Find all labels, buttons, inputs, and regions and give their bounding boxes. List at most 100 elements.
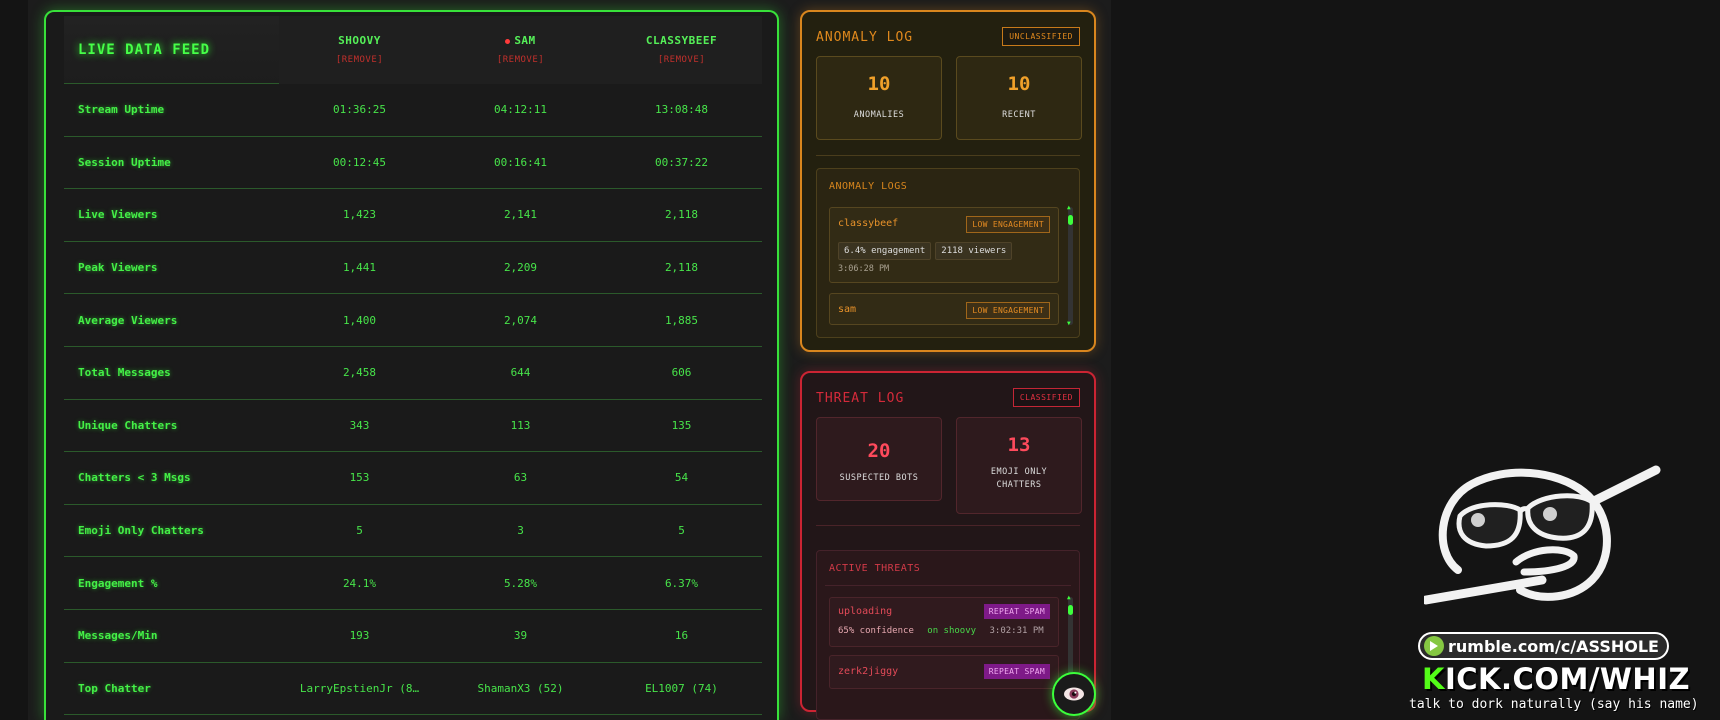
- column-header-sam: SAM [REMOVE]: [440, 15, 601, 84]
- threat-entry-meta: 65% confidence on shoovy 3:02:31 PM: [838, 626, 1044, 636]
- row-label: Live Viewers: [78, 208, 158, 222]
- tagline: talk to dork naturally (say his name): [1409, 697, 1699, 712]
- row-label: Session Uptime: [78, 155, 171, 169]
- emoji-only-count: 13: [1007, 434, 1031, 456]
- live-data-feed-panel: LIVE DATA FEED SHOOVY [REMOVE] SAM [REMO…: [44, 10, 779, 720]
- threat-log-panel: THREAT LOG CLASSIFIED 20 SUSPECTED BOTS …: [800, 371, 1096, 720]
- table-row: Chatters < 3 Msgs 153 63 54: [64, 452, 762, 505]
- repeat-spam-tag: REPEAT SPAM: [983, 664, 1050, 679]
- row-value-shoovy: 5: [356, 524, 363, 538]
- anomaly-log-panel: ANOMALY LOG UNCLASSIFIED 10 ANOMALIES 10…: [800, 10, 1096, 352]
- scroll-down-icon[interactable]: ▼: [1067, 320, 1071, 327]
- row-value-shoovy: 00:12:45: [333, 155, 386, 169]
- table-row: Total Messages 2,458 644 606: [64, 347, 762, 400]
- rumble-logo-icon: [1424, 636, 1444, 656]
- remove-shoovy-button[interactable]: [REMOVE]: [335, 55, 384, 65]
- active-threats-box: ACTIVE THREATS uploading REPEAT SPAM 65%…: [816, 550, 1080, 720]
- suspected-bots-label: SUSPECTED BOTS: [839, 473, 919, 483]
- anomalies-count: 10: [867, 73, 891, 95]
- row-value-classybeef: 2,118: [664, 208, 699, 222]
- suspected-bots-count: 20: [867, 440, 891, 462]
- scroll-up-icon[interactable]: ▲: [1067, 594, 1071, 601]
- anomaly-entry-user: sam: [838, 304, 857, 315]
- threat-entry[interactable]: uploading REPEAT SPAM 65% confidence on …: [829, 597, 1059, 647]
- anomaly-entry-user: classybeef: [838, 218, 899, 229]
- row-value-classybeef: 13:08:48: [655, 103, 708, 117]
- active-threats-title: ACTIVE THREATS: [829, 563, 921, 574]
- emoji-only-stat-card: 13 EMOJI ONLY CHATTERS: [956, 417, 1082, 514]
- row-value-sam: 2,141: [503, 208, 538, 222]
- row-value-sam: 5.28%: [503, 576, 538, 590]
- remove-sam-button[interactable]: [REMOVE]: [496, 55, 545, 65]
- row-value-sam: 2,074: [503, 313, 538, 327]
- row-value-sam: 39: [513, 629, 528, 643]
- row-value-sam: 2,209: [503, 261, 538, 275]
- classified-badge[interactable]: CLASSIFIED: [1012, 388, 1080, 407]
- row-label: Chatters < 3 Msgs: [78, 471, 191, 485]
- row-value-classybeef: 54: [674, 471, 689, 485]
- threat-confidence: 65% confidence: [838, 626, 914, 636]
- recent-stat-card: 10 RECENT: [956, 56, 1082, 140]
- anomaly-entry[interactable]: sam LOW ENGAGEMENT: [829, 293, 1059, 325]
- feed-header-row: LIVE DATA FEED SHOOVY [REMOVE] SAM [REMO…: [64, 15, 762, 84]
- unclassified-badge[interactable]: UNCLASSIFIED: [1002, 27, 1080, 46]
- row-value-sam: 00:16:41: [494, 155, 547, 169]
- row-label: Average Viewers: [78, 313, 178, 327]
- row-value-sam: ShamanX3 (52): [477, 681, 564, 695]
- scroll-thumb[interactable]: [1068, 215, 1073, 225]
- sunglasses-face-icon: [1424, 465, 1661, 605]
- remove-classybeef-button[interactable]: [REMOVE]: [657, 55, 706, 65]
- row-label: Unique Chatters: [78, 418, 178, 432]
- row-value-shoovy: 1,423: [342, 208, 377, 222]
- row-value-classybeef: EL1007 (74): [645, 681, 718, 695]
- row-label: Stream Uptime: [78, 103, 165, 117]
- threat-channel: on shoovy: [927, 626, 977, 636]
- table-row: Emoji Only Chatters 5 3 5: [64, 505, 762, 558]
- row-value-classybeef: 5: [678, 524, 685, 538]
- suspected-bots-stat-card: 20 SUSPECTED BOTS: [816, 417, 942, 501]
- row-value-shoovy: 1,441: [342, 261, 377, 275]
- scroll-thumb[interactable]: [1068, 605, 1073, 615]
- anomaly-logs-box: ANOMALY LOGS classybeef LOW ENGAGEMENT 6…: [816, 168, 1080, 338]
- row-label: Engagement %: [78, 576, 158, 590]
- row-value-classybeef: 606: [671, 366, 692, 380]
- row-value-shoovy: 193: [349, 629, 370, 643]
- anomaly-entry[interactable]: classybeef LOW ENGAGEMENT 6.4% engagemen…: [829, 207, 1059, 283]
- rumble-link[interactable]: rumble.com/c/ASSHOLE: [1418, 632, 1669, 660]
- feed-table: LIVE DATA FEED SHOOVY [REMOVE] SAM [REMO…: [64, 15, 762, 716]
- row-value-sam: 644: [510, 366, 531, 380]
- viewers-chip: 2118 viewers: [935, 242, 1013, 260]
- table-row: Session Uptime 00:12:45 00:16:41 00:37:22: [64, 137, 762, 190]
- recent-count: 10: [1007, 73, 1031, 95]
- row-value-shoovy: 2,458: [342, 366, 377, 380]
- kick-url: ICK.COM/WHIZ: [1444, 662, 1691, 696]
- row-value-shoovy: 01:36:25: [333, 103, 386, 117]
- column-name: CLASSYBEEF: [645, 34, 718, 47]
- anomaly-logs-title: ANOMALY LOGS: [829, 181, 908, 192]
- row-label: Messages/Min: [78, 629, 158, 643]
- threat-log-title: THREAT LOG: [816, 391, 905, 406]
- anomaly-scrollbar[interactable]: ▲ ▼: [1067, 204, 1073, 327]
- row-value-classybeef: 2,118: [664, 261, 699, 275]
- scroll-up-icon[interactable]: ▲: [1067, 204, 1071, 211]
- row-value-shoovy: 24.1%: [342, 576, 377, 590]
- eye-toggle-button[interactable]: [1052, 672, 1096, 716]
- row-value-shoovy: 1,400: [342, 313, 377, 327]
- threat-entry[interactable]: zerk2jiggy REPEAT SPAM: [829, 655, 1059, 689]
- column-name: SHOOVY: [338, 34, 381, 47]
- row-value-shoovy: 153: [349, 471, 370, 485]
- row-label: Total Messages: [78, 366, 171, 380]
- column-name: SAM: [505, 34, 535, 47]
- feed-title: LIVE DATA FEED: [78, 41, 211, 58]
- row-label: Emoji Only Chatters: [78, 524, 204, 538]
- branding-overlay: rumble.com/c/ASSHOLE KICK.COM/WHIZ talk …: [1380, 462, 1710, 720]
- row-value-sam: 04:12:11: [494, 103, 547, 117]
- rumble-url: rumble.com/c/ASSHOLE: [1448, 636, 1659, 656]
- engagement-chip: 6.4% engagement: [838, 242, 932, 260]
- kick-link[interactable]: KICK.COM/WHIZ: [1422, 662, 1690, 696]
- low-engagement-tag: LOW ENGAGEMENT: [966, 302, 1050, 319]
- feed-rows: Stream Uptime 01:36:25 04:12:11 13:08:48 Ses…: [64, 84, 762, 716]
- table-row: Top Chatter LarryEpstienJr (8… ShamanX3 (5…: [64, 663, 762, 716]
- eye-icon: [1064, 687, 1084, 701]
